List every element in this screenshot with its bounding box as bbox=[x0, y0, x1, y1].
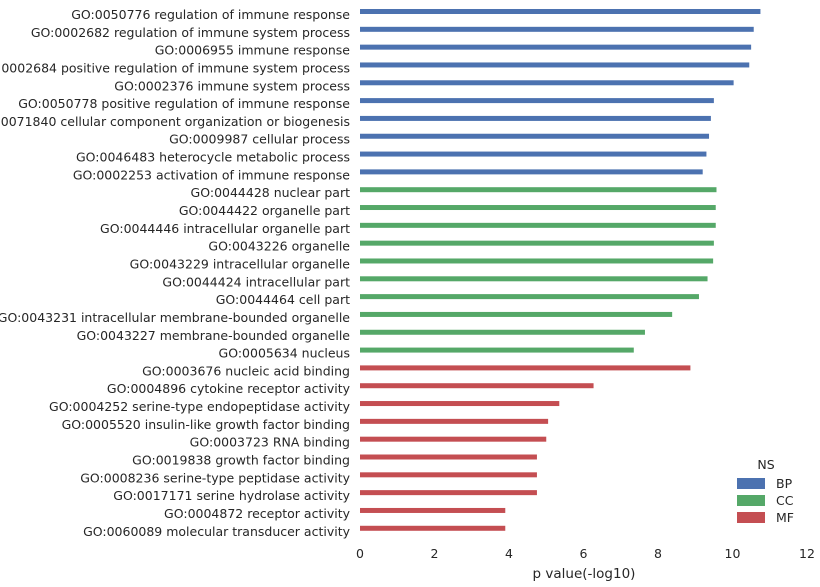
x-tick-label-10: 10 bbox=[725, 546, 741, 561]
bar-13 bbox=[360, 222, 716, 228]
bar-24 bbox=[360, 418, 549, 424]
bar-3 bbox=[360, 44, 752, 50]
category-label-10: GO:0002253 activation of immune response bbox=[73, 167, 350, 182]
bar-10 bbox=[360, 169, 703, 175]
legend-swatch-mf bbox=[737, 512, 765, 523]
category-label-19: GO:0043227 membrane-bounded organelle bbox=[77, 328, 351, 343]
bar-5 bbox=[360, 80, 734, 86]
category-label-23: GO:0004252 serine-type endopeptidase act… bbox=[49, 399, 351, 414]
bar-17 bbox=[360, 294, 699, 300]
category-label-3: GO:0006955 immune response bbox=[155, 43, 351, 58]
category-label-5: GO:0002376 immune system process bbox=[114, 78, 350, 93]
bar-25 bbox=[360, 436, 547, 442]
category-label-28: GO:0017171 serine hydrolase activity bbox=[113, 488, 350, 503]
legend-title: NS bbox=[757, 457, 774, 472]
category-label-6: GO:0050778 positive regulation of immune… bbox=[18, 96, 350, 111]
category-label-22: GO:0004896 cytokine receptor activity bbox=[107, 381, 351, 396]
category-label-16: GO:0044424 intracellular part bbox=[162, 274, 350, 289]
bar-28 bbox=[360, 490, 537, 496]
bar-2 bbox=[360, 26, 754, 32]
category-label-1: GO:0050776 regulation of immune response bbox=[71, 7, 350, 22]
bar-26 bbox=[360, 454, 537, 460]
bar-14 bbox=[360, 240, 714, 246]
category-label-12: GO:0044422 organelle part bbox=[179, 203, 350, 218]
x-tick-label-0: 0 bbox=[356, 546, 364, 561]
legend-label-mf: MF bbox=[776, 510, 794, 525]
bar-15 bbox=[360, 258, 714, 264]
category-label-24: GO:0005520 insulin-like growth factor bi… bbox=[62, 417, 350, 432]
legend-swatch-bp bbox=[737, 478, 765, 489]
category-label-27: GO:0008236 serine-type peptidase activit… bbox=[80, 470, 350, 485]
category-label-9: GO:0046483 heterocycle metabolic process bbox=[76, 150, 350, 165]
bar-8 bbox=[360, 133, 710, 139]
category-label-30: GO:0060089 molecular transducer activity bbox=[83, 524, 351, 539]
category-label-group: GO:0050776 regulation of immune response… bbox=[0, 7, 351, 539]
category-label-29: GO:0004872 receptor activity bbox=[164, 506, 351, 521]
x-tick-label-2: 2 bbox=[431, 546, 439, 561]
x-tick-label-8: 8 bbox=[654, 546, 662, 561]
bar-6 bbox=[360, 98, 714, 104]
legend-label-bp: BP bbox=[776, 476, 793, 491]
x-tick-label-4: 4 bbox=[505, 546, 513, 561]
category-label-17: GO:0044464 cell part bbox=[216, 292, 350, 307]
category-label-14: GO:0043226 organelle bbox=[208, 239, 350, 254]
category-label-18: GO:0043231 intracellular membrane-bounde… bbox=[0, 310, 350, 325]
x-axis-label: p value(-log10) bbox=[533, 566, 636, 582]
x-tick-group: 0 2 4 6 8 10 12 bbox=[356, 546, 815, 561]
legend-label-cc: CC bbox=[776, 493, 794, 508]
bar-29 bbox=[360, 507, 506, 513]
category-label-26: GO:0019838 growth factor binding bbox=[132, 453, 350, 468]
category-label-8: GO:0009987 cellular process bbox=[169, 132, 350, 147]
category-label-20: GO:0005634 nucleus bbox=[219, 346, 350, 361]
bar-22 bbox=[360, 383, 594, 389]
bar-18 bbox=[360, 311, 673, 317]
legend: NS BP CC MF bbox=[737, 457, 794, 525]
legend-swatch-cc bbox=[737, 495, 765, 506]
category-label-15: GO:0043229 intracellular organelle bbox=[130, 256, 351, 271]
bar-group bbox=[360, 9, 761, 531]
category-label-11: GO:0044428 nuclear part bbox=[191, 185, 351, 200]
category-label-13: GO:0044446 intracellular organelle part bbox=[100, 221, 350, 236]
bar-4 bbox=[360, 62, 750, 68]
bar-21 bbox=[360, 365, 691, 371]
bar-20 bbox=[360, 347, 634, 353]
bar-19 bbox=[360, 329, 645, 335]
x-tick-label-12: 12 bbox=[799, 546, 815, 561]
bar-16 bbox=[360, 276, 708, 282]
category-label-21: GO:0003676 nucleic acid binding bbox=[142, 363, 350, 378]
bar-11 bbox=[360, 187, 717, 193]
category-label-4: GO:0002684 positive regulation of immune… bbox=[0, 60, 350, 75]
bar-7 bbox=[360, 115, 711, 121]
bar-12 bbox=[360, 205, 716, 211]
bar-27 bbox=[360, 472, 537, 478]
x-tick-label-6: 6 bbox=[580, 546, 588, 561]
bar-9 bbox=[360, 151, 707, 157]
category-label-7: GO:0071840 cellular component organizati… bbox=[0, 114, 350, 129]
bar-30 bbox=[360, 525, 506, 531]
category-label-25: GO:0003723 RNA binding bbox=[190, 435, 350, 450]
bar-1 bbox=[360, 9, 761, 14]
bar-23 bbox=[360, 401, 560, 407]
category-label-2: GO:0002682 regulation of immune system p… bbox=[31, 25, 350, 40]
